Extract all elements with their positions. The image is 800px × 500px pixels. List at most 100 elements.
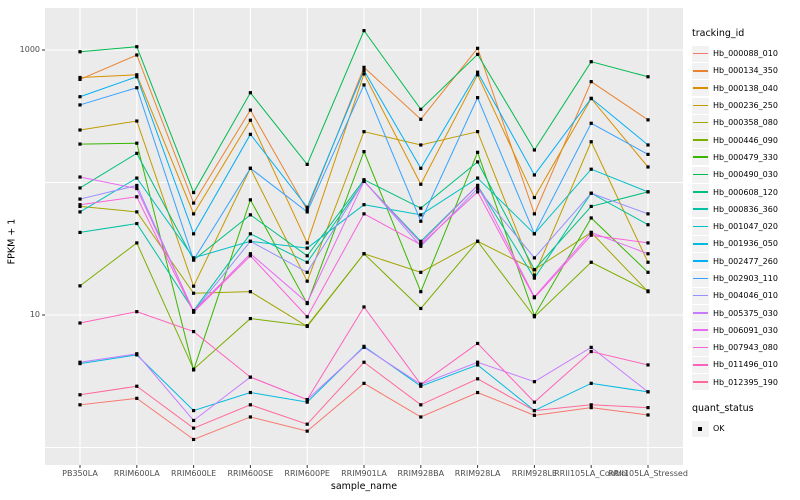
data-point bbox=[419, 182, 423, 186]
data-point bbox=[532, 276, 536, 280]
x-tick-label: RRIM600LE bbox=[171, 469, 217, 478]
legend: tracking_id Hb_000088_010 Hb_000134_350 Hb… bbox=[692, 28, 800, 437]
data-point bbox=[476, 390, 480, 395]
legend-entry-Hb_001047_020: Hb_001047_020 bbox=[692, 218, 800, 235]
legend-key-swatch bbox=[692, 184, 709, 201]
data-point bbox=[305, 301, 309, 305]
legend-key-swatch bbox=[692, 253, 709, 270]
data-point bbox=[78, 230, 82, 235]
legend-key-line-icon bbox=[693, 191, 708, 193]
legend-key-swatch bbox=[692, 287, 709, 304]
quant-ok-key bbox=[692, 420, 709, 437]
data-point bbox=[646, 289, 650, 293]
data-point bbox=[646, 413, 650, 417]
data-point bbox=[78, 128, 82, 132]
data-point bbox=[248, 390, 252, 395]
data-point bbox=[419, 206, 423, 210]
legend-entry-Hb_005375_030: Hb_005375_030 bbox=[692, 304, 800, 322]
data-point bbox=[192, 232, 196, 236]
data-point bbox=[135, 176, 139, 180]
data-point bbox=[646, 165, 650, 169]
data-point bbox=[532, 212, 536, 216]
data-point bbox=[192, 437, 196, 442]
data-point bbox=[248, 166, 252, 170]
data-point bbox=[589, 121, 593, 125]
data-point bbox=[646, 260, 650, 264]
legend-key-swatch bbox=[692, 270, 709, 287]
data-point bbox=[476, 360, 480, 364]
data-point bbox=[78, 142, 82, 146]
x-tick-label: RRIM600SE bbox=[227, 469, 274, 478]
legend-label: Hb_000446_090 bbox=[713, 135, 778, 145]
data-point bbox=[248, 403, 252, 407]
legend-entry-Hb_000490_030: Hb_000490_030 bbox=[692, 166, 800, 183]
legend-key-line-icon bbox=[693, 312, 708, 314]
legend-key-line-icon bbox=[693, 104, 708, 107]
data-point bbox=[476, 363, 480, 367]
legend-label: Hb_000088_010 bbox=[713, 49, 778, 59]
data-point bbox=[646, 270, 650, 274]
data-point bbox=[305, 422, 309, 426]
data-point bbox=[248, 290, 252, 294]
quant-legend-title: quant_status bbox=[692, 402, 754, 414]
legend-label: Hb_000236_250 bbox=[713, 101, 778, 111]
data-point bbox=[589, 167, 593, 171]
legend-label: Hb_000490_030 bbox=[713, 170, 778, 180]
data-point bbox=[646, 190, 650, 194]
data-point bbox=[532, 273, 536, 277]
x-tick-label: RRIM901LA bbox=[341, 469, 387, 478]
data-point bbox=[589, 96, 593, 100]
data-point bbox=[646, 390, 650, 394]
legend-key-line-icon bbox=[693, 346, 708, 349]
data-point bbox=[135, 45, 139, 49]
legend-entry-Hb_000134_350: Hb_000134_350 bbox=[692, 62, 800, 79]
legend-key-swatch bbox=[692, 45, 709, 62]
x-tick-label: RRIM600PE bbox=[284, 469, 330, 478]
legend-key-line-icon bbox=[693, 139, 708, 141]
data-point bbox=[305, 270, 309, 274]
data-point bbox=[646, 406, 650, 410]
x-axis-title: sample_name bbox=[330, 481, 398, 492]
legend-key-line-icon bbox=[693, 381, 708, 383]
data-point bbox=[589, 403, 593, 407]
data-point bbox=[419, 242, 423, 247]
data-point bbox=[532, 380, 536, 384]
data-point bbox=[248, 232, 252, 236]
x-tick-label: RRIM928LE bbox=[511, 469, 557, 478]
legend-label: Hb_012395_190 bbox=[713, 377, 778, 387]
legend-key-line-icon bbox=[693, 225, 708, 228]
data-point bbox=[248, 252, 252, 256]
data-point bbox=[419, 244, 423, 248]
legend-entry-Hb_000836_360: Hb_000836_360 bbox=[692, 201, 800, 218]
data-point bbox=[248, 118, 252, 122]
legend-entry-Hb_001936_050: Hb_001936_050 bbox=[692, 235, 800, 252]
data-point bbox=[305, 205, 309, 209]
legend-entry-Hb_011496_010: Hb_011496_010 bbox=[692, 356, 800, 373]
data-point bbox=[589, 406, 593, 410]
data-point bbox=[362, 381, 366, 385]
data-point bbox=[476, 52, 480, 56]
data-point bbox=[646, 241, 650, 245]
data-point bbox=[419, 241, 423, 245]
data-point bbox=[362, 179, 366, 183]
data-point bbox=[476, 73, 480, 77]
data-point bbox=[589, 345, 593, 349]
data-point bbox=[589, 140, 593, 144]
data-point bbox=[646, 212, 650, 216]
x-tick-label: RRII105LA_Control bbox=[554, 469, 629, 478]
legend-key-line-icon bbox=[693, 260, 708, 262]
legend-key-swatch bbox=[692, 339, 709, 356]
legend-label: Hb_000608_120 bbox=[713, 187, 778, 197]
data-point bbox=[305, 324, 309, 328]
data-point bbox=[646, 75, 650, 79]
legend-title: tracking_id bbox=[692, 28, 745, 39]
data-point bbox=[248, 254, 252, 258]
data-point bbox=[476, 183, 480, 188]
data-point bbox=[476, 176, 480, 180]
data-point bbox=[248, 239, 252, 243]
legend-entry-Hb_002477_260: Hb_002477_260 bbox=[692, 253, 800, 270]
data-point bbox=[476, 341, 480, 346]
data-point bbox=[78, 75, 82, 80]
data-point bbox=[135, 221, 139, 226]
